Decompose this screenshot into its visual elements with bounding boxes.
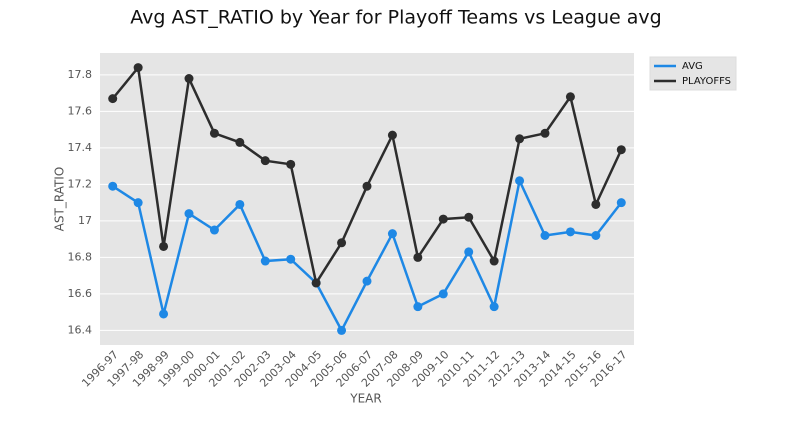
data-point xyxy=(515,176,525,186)
y-tick-label: 17.2 xyxy=(68,177,93,190)
y-tick-label: 16.8 xyxy=(68,250,93,263)
data-point xyxy=(286,254,296,264)
data-point xyxy=(413,252,423,262)
data-point xyxy=(565,227,575,237)
data-point xyxy=(209,128,219,138)
data-point xyxy=(235,199,245,209)
chart-title: Avg AST_RATIO by Year for Playoff Teams … xyxy=(130,7,661,29)
data-point xyxy=(133,63,143,73)
data-point xyxy=(337,238,347,248)
data-point xyxy=(209,225,219,235)
data-point xyxy=(108,94,118,104)
data-point xyxy=(260,256,270,266)
data-point xyxy=(464,212,474,222)
legend-box xyxy=(649,56,737,91)
data-point xyxy=(260,156,270,166)
data-point xyxy=(438,214,448,224)
y-tick-label: 17.8 xyxy=(68,68,93,81)
y-axis-label: AST_RATIO xyxy=(53,167,67,232)
data-point xyxy=(464,247,474,257)
data-point xyxy=(489,302,499,312)
data-point xyxy=(489,256,499,266)
data-point xyxy=(184,209,194,219)
x-axis-label: YEAR xyxy=(349,392,381,406)
data-point xyxy=(413,302,423,312)
data-point xyxy=(387,229,397,239)
data-point xyxy=(540,128,550,138)
data-point xyxy=(515,134,525,144)
legend-label: AVG xyxy=(682,61,703,72)
data-point xyxy=(362,276,372,286)
y-tick-label: 17 xyxy=(78,214,92,227)
data-point xyxy=(591,199,601,209)
data-point xyxy=(616,198,626,208)
data-point xyxy=(184,74,194,84)
data-point xyxy=(565,92,575,102)
data-point xyxy=(387,130,397,140)
data-point xyxy=(362,181,372,191)
data-point xyxy=(337,325,347,335)
data-point xyxy=(159,241,169,251)
data-point xyxy=(540,231,550,240)
y-tick-label: 16.6 xyxy=(68,287,93,300)
data-point xyxy=(591,231,601,240)
data-point xyxy=(286,159,296,169)
data-point xyxy=(133,198,143,208)
y-tick-label: 16.4 xyxy=(68,323,93,336)
data-point xyxy=(108,181,118,191)
data-point xyxy=(235,137,245,147)
data-point xyxy=(159,309,169,319)
legend-label: PLAYOFFS xyxy=(682,76,731,87)
plot-background xyxy=(100,53,634,345)
data-point xyxy=(616,145,626,155)
data-point xyxy=(438,289,448,299)
data-point xyxy=(311,278,321,288)
y-tick-label: 17.4 xyxy=(68,141,93,154)
y-tick-label: 17.6 xyxy=(68,104,93,117)
